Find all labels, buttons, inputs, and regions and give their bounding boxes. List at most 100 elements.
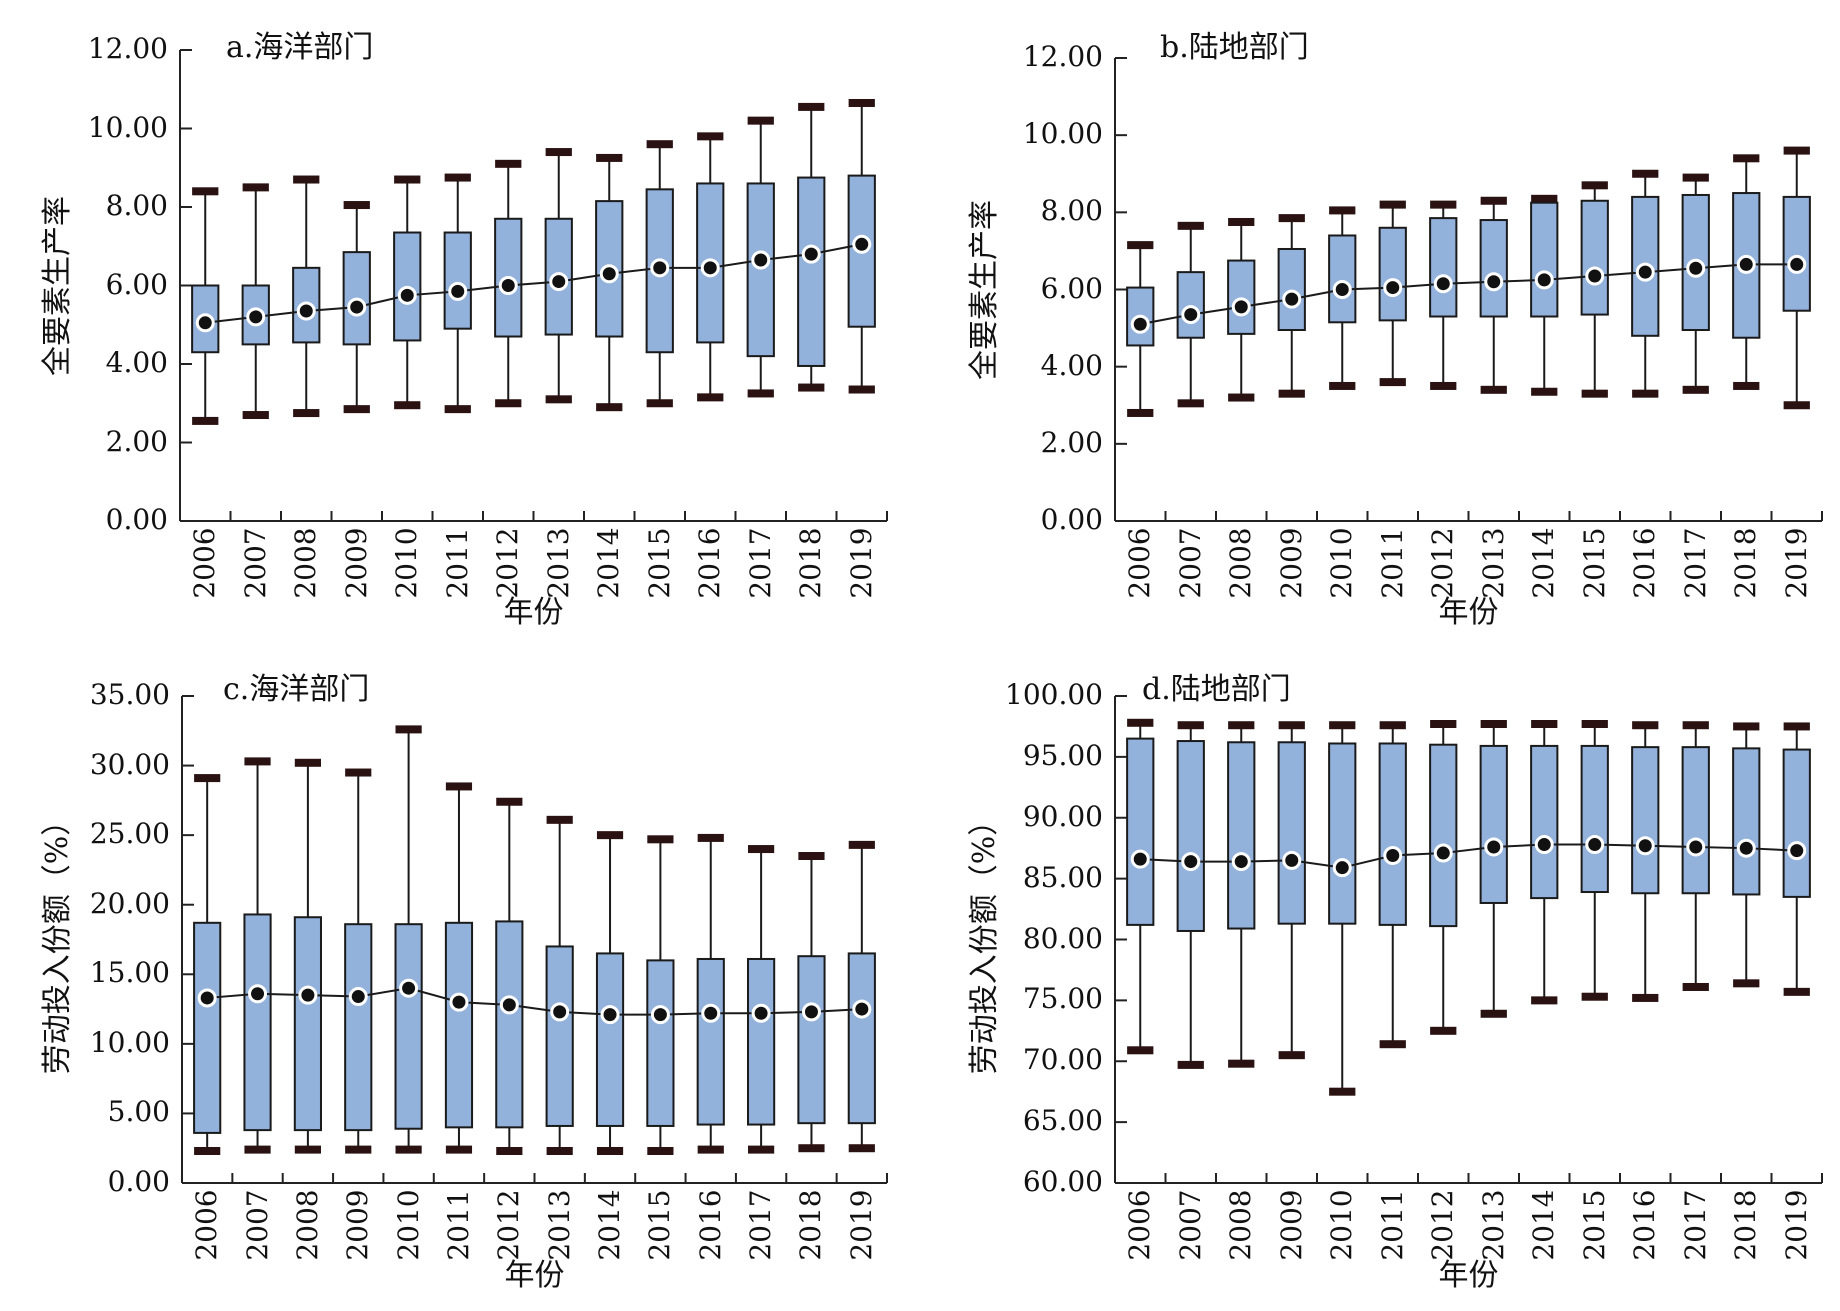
x-tick-label: 2006 (1123, 1189, 1157, 1261)
iqr-box (394, 923, 423, 1130)
mean-point (1181, 305, 1201, 325)
box-2012 (1429, 720, 1458, 1035)
whisker-cap-high (1430, 720, 1457, 729)
iqr-box (1479, 744, 1508, 904)
y-tick-label: 60.00 (1022, 1165, 1103, 1198)
whisker-cap-low (1177, 399, 1204, 408)
box-2012 (1429, 200, 1458, 390)
box-2019 (847, 840, 876, 1153)
whisker-cap-high (192, 187, 219, 196)
y-tick-label: 10.00 (89, 1025, 170, 1059)
box-2011 (443, 173, 472, 414)
y-tick-label: 10.00 (87, 110, 168, 144)
y-tick-label: 75.00 (1022, 982, 1103, 1016)
box-2017 (746, 116, 775, 398)
box-2011 (444, 782, 474, 1154)
y-tick-label: 65.00 (1022, 1104, 1103, 1138)
whisker-cap-low (747, 389, 774, 398)
iqr-box (746, 182, 775, 358)
whisker-cap-high (294, 758, 321, 767)
y-tick-label: 2.00 (1040, 425, 1103, 459)
box-2008 (1227, 217, 1256, 402)
iqr-box (1227, 259, 1256, 335)
mean-point (448, 281, 468, 301)
mean-point (1585, 835, 1605, 855)
whisker-cap-high (1329, 721, 1356, 730)
whisker-cap-high (242, 183, 269, 192)
whisker-cap-high (244, 757, 271, 766)
iqr-box (1580, 744, 1609, 894)
iqr-box (1681, 746, 1710, 895)
iqr-box (1277, 741, 1306, 925)
iqr-box (847, 952, 876, 1125)
mean-point (1736, 254, 1756, 274)
mean-point (1332, 858, 1352, 878)
whisker-cap-high (646, 140, 673, 149)
whisker-cap-low (1531, 387, 1558, 396)
whisker-cap-low (394, 401, 421, 410)
box-2007 (243, 757, 272, 1154)
iqr-box (646, 959, 675, 1127)
y-tick-label: 70.00 (1022, 1043, 1103, 1077)
iqr-box (1732, 747, 1761, 896)
whisker-cap-high (445, 782, 473, 791)
box-2019 (1782, 722, 1811, 996)
iqr-box (747, 957, 776, 1126)
whisker-cap-low (1228, 1059, 1255, 1068)
iqr-box (1328, 742, 1357, 925)
mean-point (1282, 850, 1302, 870)
whisker-cap-low (1278, 389, 1305, 398)
box-2006 (1126, 241, 1155, 417)
whisker-cap-high (1480, 196, 1507, 205)
iqr-box (293, 916, 322, 1132)
whisker-cap-high (697, 132, 724, 141)
y-tick-label: 95.00 (1022, 738, 1103, 772)
whisker-cap-low (1682, 385, 1709, 394)
mean-point (1231, 852, 1251, 872)
whisker-cap-low (1632, 389, 1659, 398)
mean-point (248, 984, 268, 1004)
whisker-cap-low (1379, 1040, 1406, 1049)
iqr-box (1378, 226, 1407, 322)
box-2017 (747, 845, 776, 1154)
y-tick-label: 0.00 (1040, 503, 1103, 536)
box-2017 (1681, 721, 1710, 991)
iqr-box (1176, 271, 1205, 339)
y-tick-label: 35.00 (89, 678, 170, 711)
box-2008 (293, 758, 322, 1154)
y-axis-label: 劳动投入份额（%） (967, 805, 1002, 1074)
whisker-cap-high (1783, 146, 1810, 155)
y-tick-label: 5.00 (107, 1095, 170, 1129)
mean-point (1686, 837, 1706, 857)
whisker-cap-low (244, 1145, 271, 1154)
mean-point (1635, 262, 1655, 282)
whisker-cap-high (1581, 720, 1608, 729)
whisker-cap-high (343, 201, 370, 210)
box-2007 (241, 183, 270, 420)
box-2018 (797, 102, 826, 392)
mean-point (751, 1003, 771, 1023)
x-axis-label: 年份 (503, 595, 564, 630)
box-2006 (1126, 718, 1155, 1055)
whisker-cap-high (394, 175, 421, 184)
mean-point (449, 992, 469, 1012)
whisker-cap-high (395, 725, 422, 734)
whisker-cap-low (1430, 381, 1457, 390)
iqr-box (1530, 201, 1559, 318)
whisker-cap-high (647, 835, 674, 844)
iqr-box (193, 921, 222, 1134)
whisker-cap-high (1127, 718, 1154, 727)
whisker-cap-low (242, 411, 269, 420)
whisker-cap-high (1177, 221, 1204, 230)
y-tick-label: 12.00 (1022, 40, 1103, 73)
whisker-cap-high (293, 175, 320, 184)
whisker-cap-low (1228, 393, 1255, 402)
mean-point (1433, 843, 1453, 863)
whisker-cap-low (1127, 408, 1154, 417)
whisker-cap-high (848, 840, 875, 849)
whisker-cap-low (1733, 381, 1760, 390)
mean-point (550, 1002, 570, 1022)
